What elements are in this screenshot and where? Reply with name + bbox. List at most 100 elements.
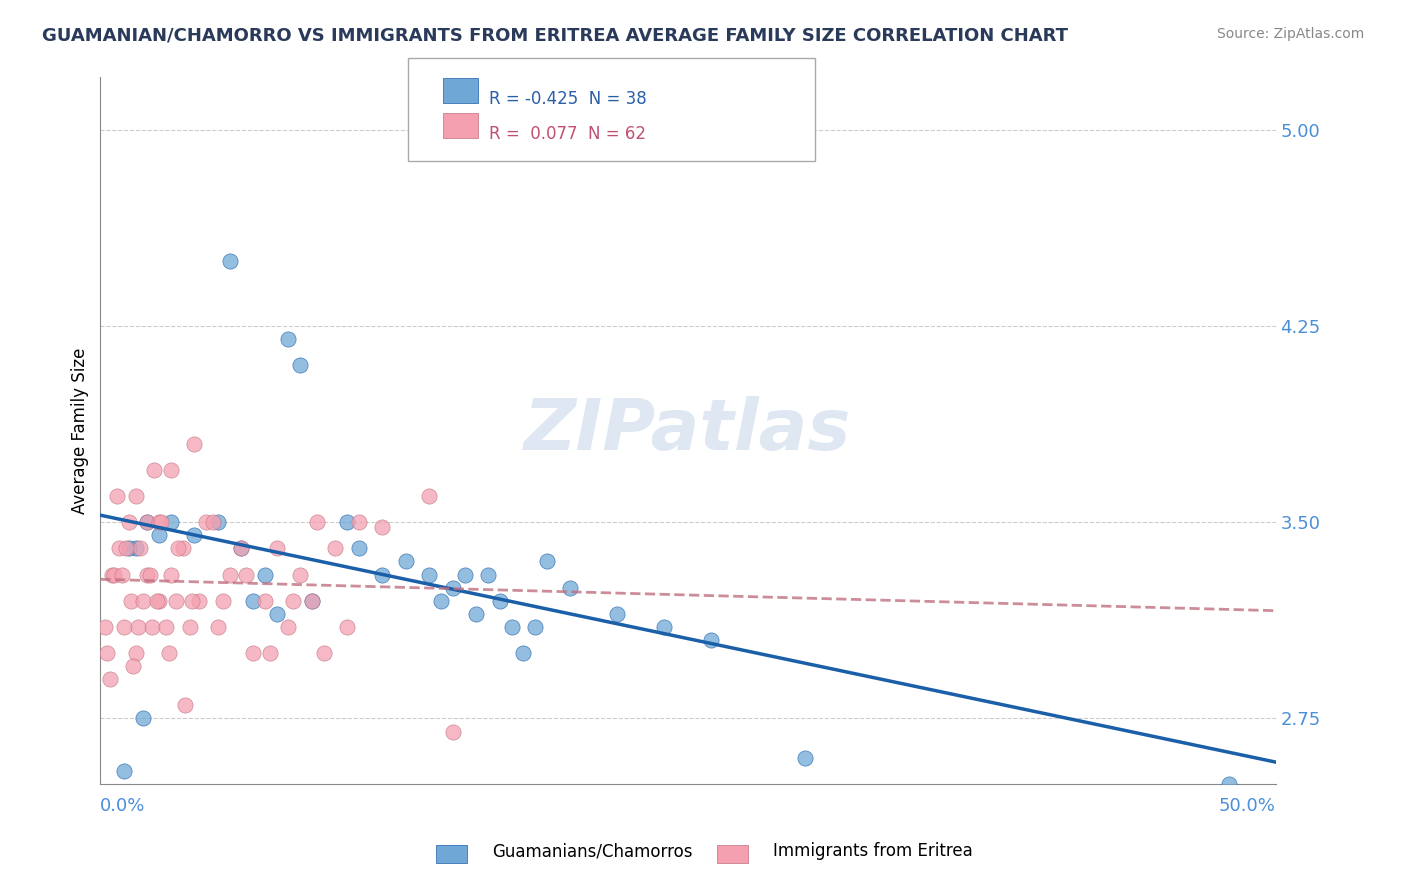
Text: Guamanians/Chamorros: Guamanians/Chamorros — [492, 842, 693, 860]
Point — [157, 646, 180, 660]
Point — [266, 541, 288, 556]
Point — [512, 646, 534, 660]
Point — [167, 541, 190, 556]
Text: ZIPatlas: ZIPatlas — [524, 396, 852, 465]
Point — [145, 593, 167, 607]
Text: R =  0.077  N = 62: R = 0.077 N = 62 — [489, 125, 647, 143]
Point — [477, 567, 499, 582]
Point — [453, 567, 475, 582]
Point — [127, 620, 149, 634]
Point — [148, 593, 170, 607]
Point — [231, 541, 253, 556]
Point — [122, 659, 145, 673]
Point — [94, 620, 117, 634]
Point — [606, 607, 628, 621]
Point — [124, 541, 146, 556]
Text: 50.0%: 50.0% — [1219, 797, 1275, 815]
Point — [160, 463, 183, 477]
Point — [96, 646, 118, 660]
Point — [700, 632, 723, 647]
Point — [207, 515, 229, 529]
Point — [430, 593, 453, 607]
Point — [181, 593, 204, 607]
Point — [1218, 777, 1240, 791]
Point — [160, 515, 183, 529]
Point — [235, 567, 257, 582]
Point — [418, 567, 440, 582]
Point — [336, 620, 359, 634]
Point — [195, 515, 218, 529]
Point — [202, 515, 225, 529]
Point — [143, 463, 166, 477]
Point — [218, 253, 240, 268]
Point — [124, 646, 146, 660]
Point — [105, 489, 128, 503]
Point — [253, 567, 276, 582]
Point — [794, 750, 817, 764]
Point — [120, 593, 142, 607]
Point — [136, 515, 159, 529]
Point — [172, 541, 194, 556]
Point — [117, 541, 139, 556]
Point — [179, 620, 201, 634]
Point — [112, 620, 135, 634]
Point — [131, 711, 153, 725]
Point — [259, 646, 281, 660]
Point — [489, 593, 512, 607]
Point — [288, 567, 311, 582]
Point — [183, 528, 205, 542]
Point — [155, 620, 177, 634]
Point — [654, 620, 676, 634]
Point — [117, 515, 139, 529]
Point — [129, 541, 152, 556]
Point — [301, 593, 323, 607]
Point — [536, 554, 558, 568]
Point — [441, 581, 464, 595]
Point — [211, 593, 233, 607]
Point — [218, 567, 240, 582]
Point — [110, 567, 132, 582]
Point — [124, 489, 146, 503]
Point — [131, 593, 153, 607]
Point — [112, 764, 135, 778]
Text: Source: ZipAtlas.com: Source: ZipAtlas.com — [1216, 27, 1364, 41]
Point — [560, 581, 582, 595]
Point — [347, 541, 370, 556]
Point — [325, 541, 347, 556]
Point — [288, 358, 311, 372]
Point — [136, 567, 159, 582]
Point — [136, 515, 159, 529]
Point — [336, 515, 359, 529]
Point — [441, 724, 464, 739]
Point — [371, 520, 394, 534]
Text: GUAMANIAN/CHAMORRO VS IMMIGRANTS FROM ERITREA AVERAGE FAMILY SIZE CORRELATION CH: GUAMANIAN/CHAMORRO VS IMMIGRANTS FROM ER… — [42, 27, 1069, 45]
Point — [141, 620, 163, 634]
Point — [347, 515, 370, 529]
Point — [165, 593, 187, 607]
Point — [266, 607, 288, 621]
Point — [395, 554, 418, 568]
Point — [305, 515, 328, 529]
Point — [501, 620, 523, 634]
Text: 0.0%: 0.0% — [100, 797, 146, 815]
Point — [160, 567, 183, 582]
Point — [138, 567, 160, 582]
Point — [148, 515, 170, 529]
Point — [524, 620, 547, 634]
Point — [277, 332, 299, 346]
Point — [312, 646, 335, 660]
Point — [174, 698, 197, 713]
Point — [148, 528, 170, 542]
Point — [242, 593, 264, 607]
Point — [231, 541, 253, 556]
Point — [242, 646, 264, 660]
Point — [98, 672, 121, 686]
Point — [207, 620, 229, 634]
Point — [103, 567, 125, 582]
Point — [418, 489, 440, 503]
Point — [277, 620, 299, 634]
Point — [371, 567, 394, 582]
Y-axis label: Average Family Size: Average Family Size — [72, 348, 89, 514]
Text: Immigrants from Eritrea: Immigrants from Eritrea — [773, 842, 973, 860]
Point — [150, 515, 173, 529]
